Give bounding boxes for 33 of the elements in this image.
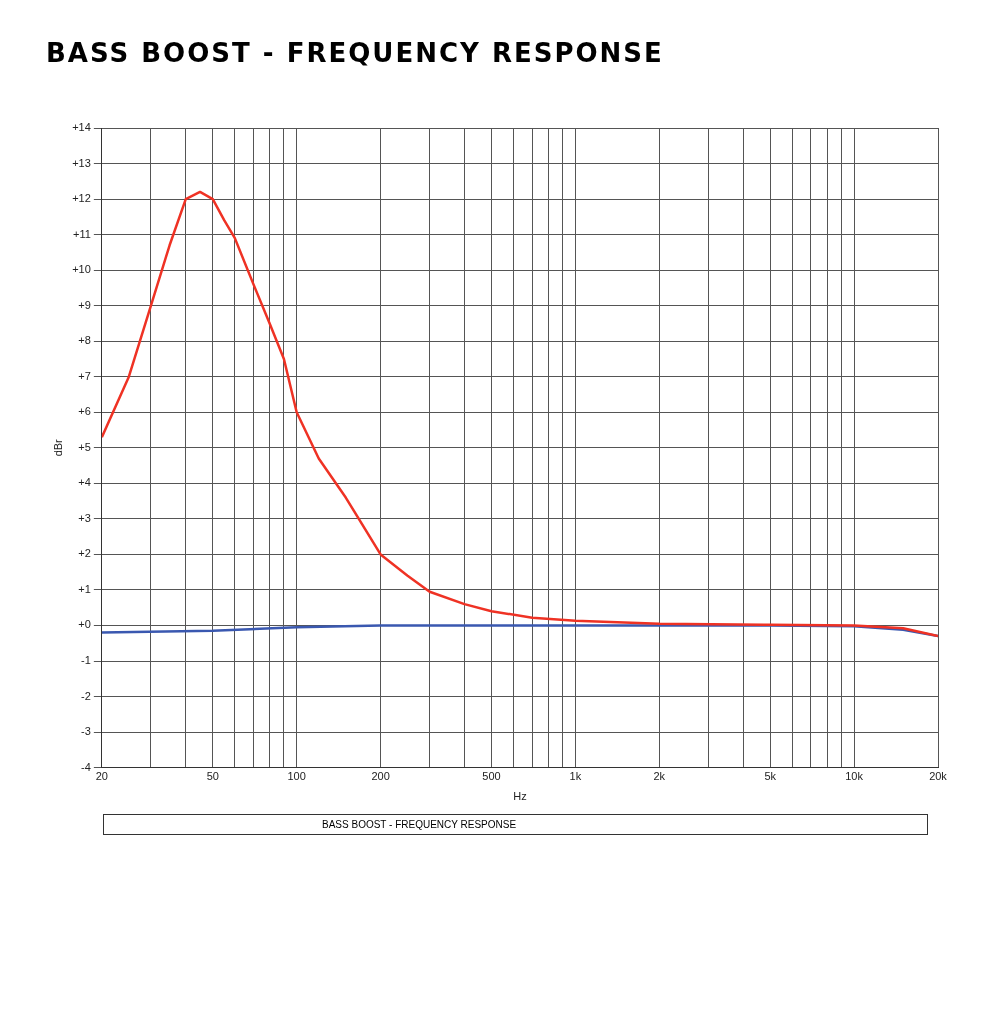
- y-tick-label: -4: [81, 760, 91, 773]
- x-tick-label: 100: [287, 770, 306, 783]
- x-tick-label: 20: [95, 770, 108, 783]
- x-tick-label: 1k: [569, 770, 582, 783]
- x-tick-label: 2k: [653, 770, 666, 783]
- x-tick-label: 200: [371, 770, 390, 783]
- x-tick-label: 20k: [929, 770, 948, 783]
- y-tick-label: +3: [78, 511, 91, 524]
- chart-title: BASS BOOST - FREQUENCY RESPONSE: [45, 37, 665, 70]
- y-tick-label: +13: [72, 156, 91, 169]
- x-axis-title: Hz: [513, 790, 527, 803]
- x-tick-label: 500: [482, 770, 501, 783]
- x-tick-label: 50: [206, 770, 219, 783]
- y-axis-title: dBr: [51, 438, 64, 457]
- y-tick-label: +7: [78, 369, 91, 382]
- y-tick-label: +8: [78, 334, 91, 347]
- y-tick-label: -3: [81, 725, 91, 738]
- y-tick-label: +14: [72, 121, 91, 134]
- y-tick-label: +9: [78, 298, 91, 311]
- y-tick-label: +11: [73, 227, 91, 240]
- x-tick-label: 5k: [764, 770, 777, 783]
- y-tick-label: +6: [78, 405, 91, 418]
- y-tick-label: +0: [78, 618, 91, 631]
- y-tick-label: -2: [81, 689, 91, 702]
- y-tick-label: +1: [78, 582, 91, 595]
- y-tick-label: -1: [81, 654, 91, 667]
- x-tick-label: 10k: [845, 770, 864, 783]
- text: BASS BOOST - FREQUENCY RESPONSE: [103, 814, 928, 835]
- y-tick-label: +2: [78, 547, 91, 560]
- y-tick-label: +12: [72, 192, 91, 205]
- y-tick-label: +4: [78, 476, 91, 489]
- y-tick-label: +10: [72, 263, 91, 276]
- y-tick-label: +5: [78, 440, 91, 453]
